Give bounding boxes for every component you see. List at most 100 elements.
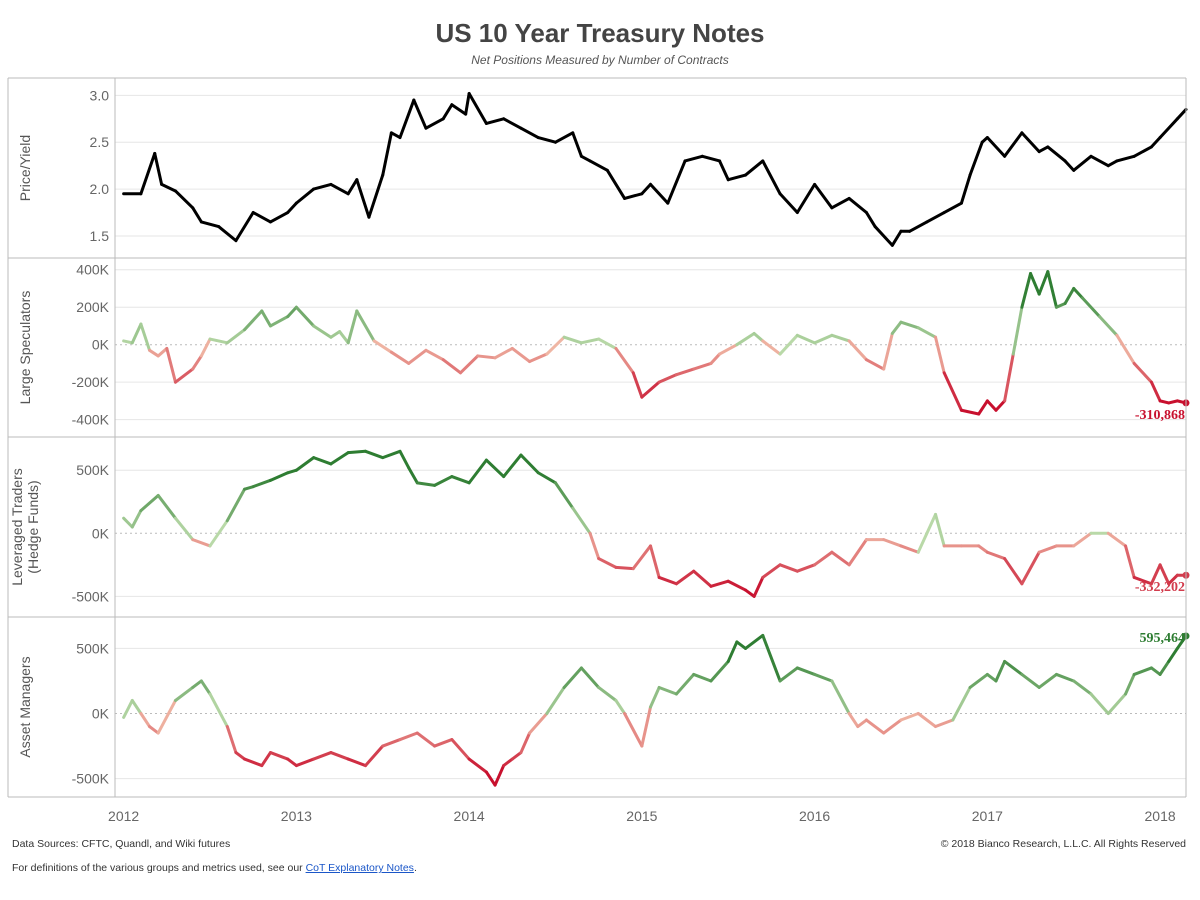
series-segment [484, 458, 506, 479]
series-segment [153, 151, 164, 186]
series-segment [977, 544, 989, 554]
series-segment [329, 451, 350, 466]
series-segment [156, 493, 177, 520]
series-segment [1063, 286, 1076, 305]
series-segment [562, 335, 583, 345]
series-segment [1098, 315, 1119, 337]
series-segment [934, 335, 946, 375]
series-segment [761, 633, 782, 683]
series-segment [1089, 154, 1110, 168]
series-segment [536, 136, 557, 144]
series-segment [614, 346, 635, 375]
series-segment [1037, 672, 1058, 689]
series-segment [519, 731, 532, 755]
y-axis-label: (Hedge Funds) [25, 480, 41, 573]
series-segment [148, 348, 160, 358]
y-tick-label: 0K [92, 525, 110, 541]
series-segment [502, 757, 514, 768]
series-segment [139, 151, 157, 196]
series-segment [398, 98, 416, 140]
series-segment [864, 718, 886, 735]
series-segment [450, 475, 471, 485]
series-segment [1158, 563, 1171, 586]
series-segment [640, 380, 661, 399]
series-segment [813, 672, 834, 683]
series-segment [1011, 305, 1024, 356]
series-segment [864, 358, 886, 371]
series-segment [744, 633, 765, 650]
definitions-note: For definitions of the various groups an… [12, 862, 417, 874]
series-segment [1020, 271, 1033, 309]
series-segment [225, 328, 247, 345]
y-axis-label: Price/Yield [17, 135, 33, 201]
series-segment [864, 211, 877, 229]
series-segment [424, 348, 445, 362]
series-segment [1072, 154, 1093, 172]
series-segment [1132, 145, 1153, 158]
series-segment [562, 666, 583, 689]
series-segment [795, 182, 817, 215]
series-segment [1124, 544, 1136, 579]
series-segment [985, 672, 998, 683]
series-segment [173, 189, 195, 210]
series-segment [519, 126, 540, 140]
series-segment [329, 330, 342, 339]
series-segment [355, 309, 376, 343]
series-segment [916, 512, 938, 554]
y-tick-label: -400K [72, 412, 110, 428]
y-tick-label: 200K [76, 299, 109, 315]
series-segment [847, 538, 868, 567]
chart-subtitle: Net Positions Measured by Number of Cont… [471, 53, 729, 67]
series-segment [502, 453, 523, 479]
series-segment [536, 471, 557, 485]
series-segment [294, 187, 316, 205]
series-segment [519, 453, 540, 475]
series-segment [260, 309, 272, 328]
end-value-label: -332,202 [1135, 580, 1185, 595]
series-segment [761, 159, 782, 196]
series-segment [268, 315, 290, 328]
series-segment [692, 361, 713, 371]
series-segment [173, 516, 195, 542]
series-segment [156, 698, 177, 735]
series-segment [355, 178, 371, 219]
series-segment [268, 471, 290, 482]
series-segment [191, 206, 203, 224]
cot-explanatory-notes-link[interactable]: CoT Explanatory Notes [305, 862, 414, 874]
series-segment [165, 346, 177, 384]
series-segment [571, 506, 592, 535]
series-segment [208, 519, 229, 548]
series-segment [493, 346, 514, 360]
series-segment [674, 367, 696, 377]
series-segment [1003, 131, 1024, 158]
series-segment [882, 331, 894, 371]
series-segment [1132, 361, 1153, 384]
series-segment [934, 512, 946, 548]
y-tick-label: -200K [72, 374, 110, 390]
series-segment [130, 698, 143, 716]
series-segment [890, 229, 903, 247]
series-segment [1106, 159, 1119, 168]
y-tick-label: 400K [76, 262, 109, 278]
series-segment [942, 201, 963, 215]
x-tick-label: 2017 [972, 808, 1003, 824]
series-segment [346, 757, 367, 768]
series-segment [977, 399, 989, 416]
series-segment [657, 373, 678, 384]
series-segment [1158, 117, 1179, 140]
series-segment [882, 718, 903, 735]
series-segment [1003, 557, 1024, 586]
x-tick-label: 2015 [626, 808, 657, 824]
series-segment [122, 698, 134, 719]
series-segment [718, 159, 730, 182]
series-segment [312, 182, 333, 191]
series-segment [761, 563, 782, 579]
x-tick-label: 2013 [281, 808, 312, 824]
series-segment [476, 354, 497, 360]
series-segment [286, 201, 298, 215]
series-segment [191, 679, 203, 689]
series-segment [778, 563, 799, 573]
series-segment [994, 659, 1007, 683]
series-segment [294, 757, 316, 768]
series-segment [407, 466, 419, 485]
